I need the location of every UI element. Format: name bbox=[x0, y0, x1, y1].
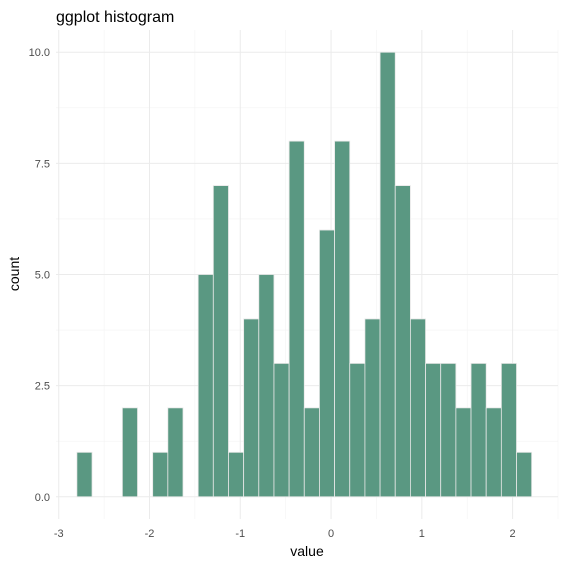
x-tick-label: -1 bbox=[235, 528, 245, 540]
histogram-bar bbox=[455, 407, 472, 498]
histogram-bar bbox=[212, 185, 229, 498]
histogram-bar bbox=[121, 407, 138, 498]
histogram-bar bbox=[167, 407, 184, 498]
histogram-bar bbox=[76, 451, 93, 498]
y-tick-label: 5.0 bbox=[35, 270, 50, 282]
x-tick-label: 2 bbox=[510, 528, 516, 540]
chart-title: ggplot histogram bbox=[56, 9, 174, 26]
histogram-bar bbox=[485, 407, 502, 498]
histogram-bar bbox=[288, 140, 305, 498]
histogram-bar bbox=[349, 363, 366, 498]
x-axis-title: value bbox=[290, 543, 324, 559]
x-tick-label: 1 bbox=[419, 528, 425, 540]
histogram-bar bbox=[440, 363, 457, 498]
histogram-bar bbox=[500, 363, 517, 498]
y-axis-title: count bbox=[6, 257, 22, 291]
histogram-bar bbox=[243, 318, 260, 498]
histogram-bar bbox=[516, 451, 533, 498]
y-tick-label: 2.5 bbox=[35, 381, 50, 393]
y-tick-label: 10.0 bbox=[29, 47, 50, 59]
histogram-bar bbox=[258, 274, 275, 498]
histogram-bar bbox=[379, 51, 396, 498]
x-tick-label: -3 bbox=[54, 528, 64, 540]
histogram-bars bbox=[76, 51, 533, 498]
y-tick-label: 7.5 bbox=[35, 158, 50, 170]
histogram-bar bbox=[228, 451, 245, 498]
histogram-bar bbox=[273, 363, 290, 498]
y-axis-ticks: 0.0 2.5 5.0 7.5 10.0 bbox=[29, 47, 50, 504]
x-tick-label: -2 bbox=[145, 528, 155, 540]
histogram-bar bbox=[394, 185, 411, 498]
histogram-bar bbox=[303, 407, 320, 498]
histogram-bar bbox=[470, 363, 487, 498]
x-axis-ticks: -3 -2 -1 0 1 2 bbox=[54, 528, 516, 540]
histogram-bar bbox=[425, 363, 442, 498]
y-tick-label: 0.0 bbox=[35, 492, 50, 504]
histogram-bar bbox=[152, 451, 169, 498]
histogram-bar bbox=[197, 274, 214, 498]
histogram-bar bbox=[319, 229, 335, 498]
histogram-bar bbox=[334, 140, 351, 498]
x-tick-label: 0 bbox=[328, 528, 334, 540]
histogram-bar bbox=[409, 318, 426, 498]
histogram-bar bbox=[364, 318, 381, 498]
